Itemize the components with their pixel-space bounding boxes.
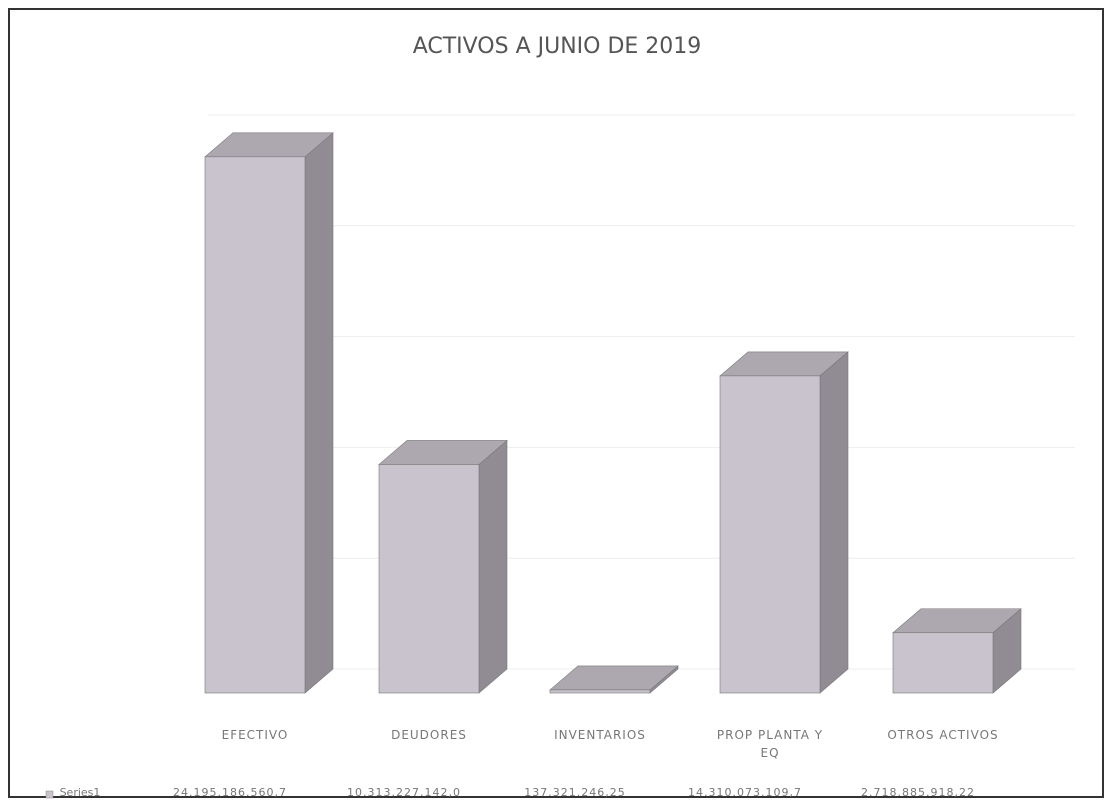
bar-front <box>549 689 651 694</box>
chart-title: ACTIVOS A JUNIO DE 2019 <box>412 34 702 59</box>
x-tick-label: INVENTARIOS <box>554 728 646 742</box>
bar-side <box>478 439 508 694</box>
legend-swatch <box>45 790 54 799</box>
data-table-value: 137.321.246,25 <box>524 786 626 799</box>
data-table-value: 24.195.186.560,7 <box>173 786 287 799</box>
bar-front <box>892 632 994 694</box>
data-table-value: 10.313.227.142,0 <box>347 786 461 799</box>
x-tick-label: PROP PLANTA Y EQ <box>716 728 824 760</box>
x-tick-label: EFECTIVO <box>221 728 289 742</box>
chart-frame <box>8 8 1104 798</box>
x-tick-label: DEUDORES <box>391 728 467 742</box>
x-tick-label: OTROS ACTIVOS <box>887 728 999 742</box>
bar-front <box>204 156 306 694</box>
legend-label: Series1 <box>59 786 101 799</box>
bar-front <box>719 375 821 694</box>
bar-front <box>378 464 480 694</box>
bar-side <box>819 351 849 694</box>
data-table-value: 2.718.885.918,22 <box>861 786 975 799</box>
bar-side <box>304 132 334 694</box>
bar-top <box>549 665 679 691</box>
data-table-value: 14.310.073.109,7 <box>688 786 802 799</box>
